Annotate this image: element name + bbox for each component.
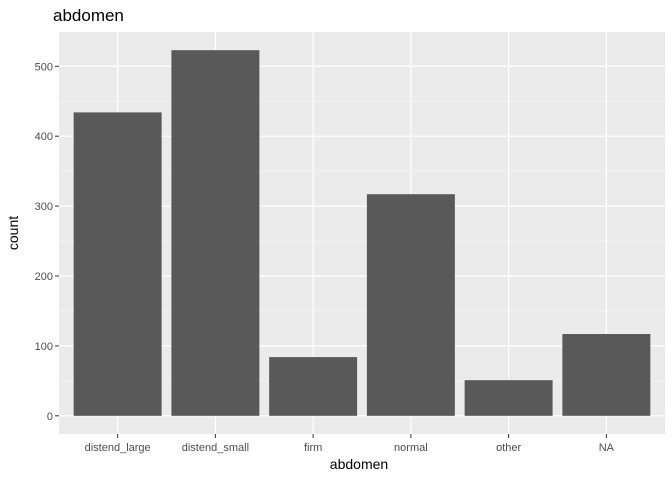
bar-firm [269,357,358,416]
bar-normal [366,194,455,416]
chart-title: abdomen [53,6,124,25]
y-tick-label: 200 [35,271,53,283]
bar-distend-large [73,112,162,416]
x-tick-label: distend_large [85,442,151,454]
y-tick-label: 100 [35,341,53,353]
bar-distend-small [171,50,260,416]
x-axis-title: abdomen [330,456,388,472]
x-tick-label: other [496,442,521,454]
y-tick-label: 500 [35,61,53,73]
y-tick-label: 0 [47,411,53,423]
x-tick-label: NA [599,442,615,454]
x-tick-label: normal [394,442,428,454]
bar-other [464,380,553,416]
y-axis-title: count [5,216,21,250]
x-tick-label: firm [304,442,322,454]
x-tick-label: distend_small [182,442,249,454]
bar-na [562,334,651,416]
x-axis: distend_large distend_small firm normal othe… [85,434,615,454]
bars [73,50,651,416]
y-tick-label: 300 [35,201,53,213]
y-axis: 0 100 200 300 400 500 [35,61,59,423]
y-tick-label: 400 [35,131,53,143]
